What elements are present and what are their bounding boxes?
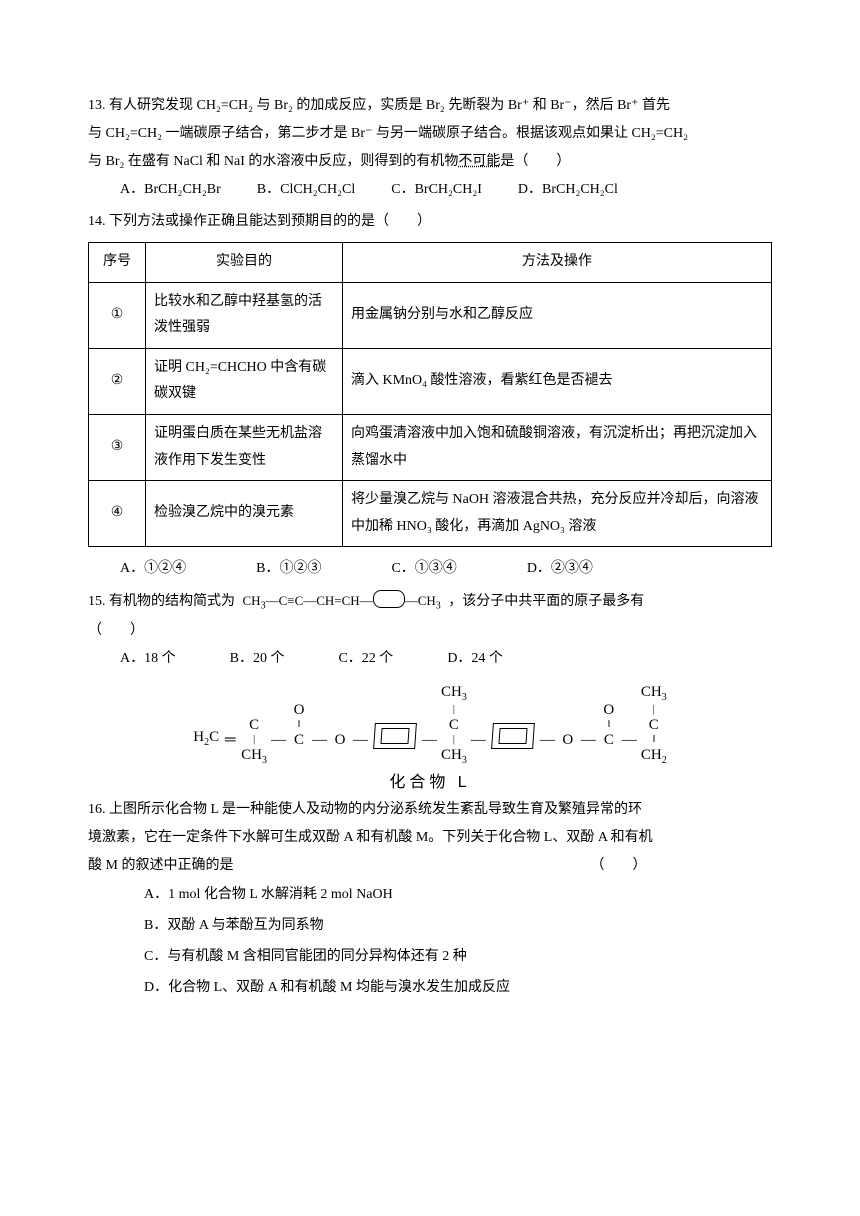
col-method: 方法及操作 — [343, 243, 772, 283]
q13-line1: 13. 有人研究发现 CH₂=CH₂ 与 Br₂ 的加成反应，实质是 Br₂ 先… — [88, 92, 772, 120]
cell-method: 将少量溴乙烷与 NaOH 溶液混合共热，充分反应并冷却后，向溶液中加稀 HNO₃… — [343, 481, 772, 547]
q16-line1: 16. 上图所示化合物 L 是一种能使人及动物的内分泌系统发生紊乱导致生育及繁殖… — [88, 796, 772, 824]
q16-line3: 酸 M 的叙述中正确的是 （ ） — [88, 852, 772, 880]
q13-option-b: B．ClCH₂CH₂Cl — [257, 176, 355, 204]
q15-option-b: B．20 个 — [230, 645, 285, 673]
q13-line3-prefix: 与 Br₂ 在盛有 NaCl 和 NaI 的水溶液中反应，则得到的有机物 — [88, 154, 458, 169]
q14-option-a: A．①②④ — [120, 555, 186, 583]
q13-line3: 与 Br₂ 在盛有 NaCl 和 NaI 的水溶液中反应，则得到的有机物不可能是… — [88, 148, 772, 176]
question-16: 16. 上图所示化合物 L 是一种能使人及动物的内分泌系统发生紊乱导致生育及繁殖… — [88, 796, 772, 1003]
q13-line2: 与 CH₂=CH₂ 一端碳原子结合，第二步才是 Br⁻ 与另一端碳原子结合。根据… — [88, 120, 772, 148]
q16-line2: 境激素，它在一定条件下水解可生成双酚 A 和有机酸 M。下列关于化合物 L、双酚… — [88, 824, 772, 852]
q16-option-c: C．与有机酸 M 含相同官能团的同分异构体还有 2 种 — [144, 942, 772, 973]
cell-purpose: 证明蛋白质在某些无机盐溶液作用下发生变性 — [146, 414, 343, 480]
q15-option-d: D．24 个 — [447, 645, 503, 673]
benzene-ring-icon — [373, 590, 405, 608]
q15-option-c: C．22 个 — [338, 645, 393, 673]
compound-l-label: 化合物 L — [88, 773, 772, 792]
table-row: ① 比较水和乙醇中羟基氢的活泼性强弱 用金属钠分别与水和乙醇反应 — [89, 282, 772, 348]
q14-option-b: B．①②③ — [256, 555, 321, 583]
q16-option-a: A．1 mol 化合物 L 水解消耗 2 mol NaOH — [144, 880, 772, 911]
q14-option-c: C．①③④ — [391, 555, 456, 583]
cell-num: ① — [89, 282, 146, 348]
cell-purpose: 证明 CH₂=CHCHO 中含有碳碳双键 — [146, 348, 343, 414]
cell-method: 用金属钠分别与水和乙醇反应 — [343, 282, 772, 348]
q15-option-a: A．18 个 — [120, 645, 176, 673]
table-row: ② 证明 CH₂=CHCHO 中含有碳碳双键 滴入 KMnO₄ 酸性溶液，看紫红… — [89, 348, 772, 414]
q15-stem: 15. 有机物的结构简式为 CH3—C≡C—CH=CH——CH3 ，该分子中共平… — [88, 587, 772, 617]
q15-options: A．18 个 B．20 个 C．22 个 D．24 个 — [88, 645, 772, 673]
table-row: ④ 检验溴乙烷中的溴元素 将少量溴乙烷与 NaOH 溶液混合共热，充分反应并冷却… — [89, 481, 772, 547]
q15-structure: CH3—C≡C—CH=CH——CH3 — [243, 587, 441, 617]
exam-page: 13. 有人研究发现 CH₂=CH₂ 与 Br₂ 的加成反应，实质是 Br₂ 先… — [0, 0, 860, 1047]
cell-method: 滴入 KMnO₄ 酸性溶液，看紫红色是否褪去 — [343, 348, 772, 414]
benzene-ring-icon — [491, 723, 535, 749]
q14-stem: 14. 下列方法或操作正确且能达到预期目的的是（ ） — [88, 208, 772, 236]
q15-suffix: ，该分子中共平面的原子最多有 — [448, 594, 644, 609]
col-num: 序号 — [89, 243, 146, 283]
cell-num: ④ — [89, 481, 146, 547]
question-14: 14. 下列方法或操作正确且能达到预期目的的是（ ） 序号 实验目的 方法及操作… — [88, 208, 772, 583]
q13-options: A．BrCH₂CH₂Br B．ClCH₂CH₂Cl C．BrCH₂CH₂I D．… — [88, 176, 772, 204]
cell-num: ③ — [89, 414, 146, 480]
q13-line3-suffix: 是（ ） — [500, 154, 570, 169]
cell-num: ② — [89, 348, 146, 414]
col-purpose: 实验目的 — [146, 243, 343, 283]
cell-method: 向鸡蛋清溶液中加入饱和硫酸铜溶液，有沉淀析出；再把沉淀加入蒸馏水中 — [343, 414, 772, 480]
q15-blank: （ ） — [88, 617, 772, 645]
q15-prefix: 15. 有机物的结构简式为 — [88, 594, 235, 609]
q13-line3-underdot: 不可能 — [458, 154, 500, 169]
cell-purpose: 检验溴乙烷中的溴元素 — [146, 481, 343, 547]
q14-table: 序号 实验目的 方法及操作 ① 比较水和乙醇中羟基氢的活泼性强弱 用金属钠分别与… — [88, 242, 772, 547]
benzene-ring-icon — [373, 723, 417, 749]
q16-options: A．1 mol 化合物 L 水解消耗 2 mol NaOH B．双酚 A 与苯酚… — [88, 880, 772, 1003]
q16-option-b: B．双酚 A 与苯酚互为同系物 — [144, 911, 772, 942]
cell-purpose: 比较水和乙醇中羟基氢的活泼性强弱 — [146, 282, 343, 348]
q14-options: A．①②④ B．①②③ C．①③④ D．②③④ — [88, 555, 772, 583]
q16-option-d: D．化合物 L、双酚 A 和有机酸 M 均能与溴水发生加成反应 — [144, 973, 772, 1004]
q14-option-d: D．②③④ — [527, 555, 593, 583]
q13-option-d: D．BrCH₂CH₂Cl — [518, 176, 618, 204]
question-15: 15. 有机物的结构简式为 CH3—C≡C—CH=CH——CH3 ，该分子中共平… — [88, 587, 772, 673]
compound-l-structure: H2C ═ C|CH3 — O‖C — O — — CH3|C|CH3 — — … — [88, 683, 772, 767]
question-13: 13. 有人研究发现 CH₂=CH₂ 与 Br₂ 的加成反应，实质是 Br₂ 先… — [88, 92, 772, 204]
q13-option-c: C．BrCH₂CH₂I — [391, 176, 482, 204]
table-header-row: 序号 实验目的 方法及操作 — [89, 243, 772, 283]
compound-l-figure: H2C ═ C|CH3 — O‖C — O — — CH3|C|CH3 — — … — [88, 683, 772, 792]
q13-option-a: A．BrCH₂CH₂Br — [120, 176, 221, 204]
table-row: ③ 证明蛋白质在某些无机盐溶液作用下发生变性 向鸡蛋清溶液中加入饱和硫酸铜溶液，… — [89, 414, 772, 480]
